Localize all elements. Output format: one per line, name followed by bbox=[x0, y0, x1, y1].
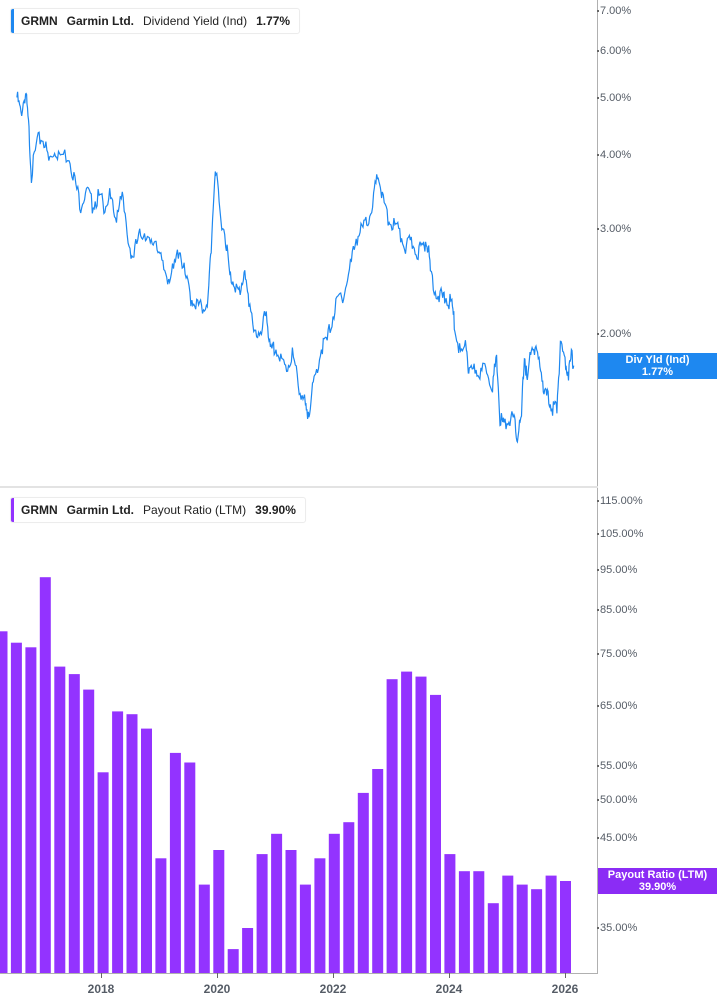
legend-ticker: GRMN bbox=[21, 14, 58, 28]
payout-tick-label: 45.00% bbox=[596, 832, 638, 844]
yield-tick-label: 6.00% bbox=[596, 45, 632, 57]
payout-tick-label: 85.00% bbox=[596, 604, 638, 616]
x-tick-label: 2020 bbox=[203, 982, 231, 996]
yield-tag-value: 1.77% bbox=[641, 366, 674, 378]
payout-tick-label: 75.00% bbox=[596, 648, 638, 660]
payout-tick-label: 35.00% bbox=[596, 922, 638, 934]
dividend-yield-line-chart bbox=[16, 91, 575, 444]
x-tick-label: 2022 bbox=[319, 982, 347, 996]
x-tick-mark bbox=[101, 973, 102, 978]
x-tick-mark bbox=[217, 973, 218, 978]
panel-divider[interactable] bbox=[0, 486, 598, 488]
payout-tick-label: 115.00% bbox=[597, 495, 643, 507]
legend-swatch-purple bbox=[11, 498, 14, 522]
yield-y-axis[interactable] bbox=[597, 0, 598, 486]
yield-tick-label: 4.00% bbox=[596, 149, 632, 161]
payout-tick-label: 105.00% bbox=[596, 528, 644, 540]
yield-tag-label: Div Yld (Ind) bbox=[625, 354, 690, 366]
payout-ratio-legend[interactable]: GRMN Garmin Ltd. Payout Ratio (LTM) 39.9… bbox=[10, 497, 306, 523]
payout-tick-label: 95.00% bbox=[596, 564, 638, 576]
x-tick-label: 2026 bbox=[551, 982, 579, 996]
payout-ratio-panel: GRMN Garmin Ltd. Payout Ratio (LTM) 39.9… bbox=[0, 488, 717, 1005]
x-tick-mark bbox=[565, 973, 566, 978]
dividend-yield-legend[interactable]: GRMN Garmin Ltd. Dividend Yield (Ind) 1.… bbox=[10, 8, 301, 34]
payout-y-axis[interactable] bbox=[597, 488, 598, 974]
dividend-yield-panel: GRMN Garmin Ltd. Dividend Yield (Ind) 1.… bbox=[0, 0, 717, 486]
legend-ticker: GRMN bbox=[21, 503, 58, 517]
x-tick-mark bbox=[449, 973, 450, 978]
x-axis[interactable] bbox=[0, 973, 598, 974]
yield-tick-label: 7.00% bbox=[596, 5, 632, 17]
payout-tag-label: Payout Ratio (LTM) bbox=[607, 869, 708, 881]
x-tick-label: 2018 bbox=[87, 982, 115, 996]
legend-company: Garmin Ltd. bbox=[66, 503, 135, 517]
payout-current-value-tag: Payout Ratio (LTM) 39.90% bbox=[598, 868, 717, 894]
x-tick-label: 2024 bbox=[435, 982, 463, 996]
x-tick-mark bbox=[333, 973, 334, 978]
legend-metric: Dividend Yield (Ind) bbox=[143, 14, 248, 28]
yield-tick-label: 2.00% bbox=[596, 328, 632, 340]
yield-tick-label: 5.00% bbox=[596, 92, 632, 104]
dividend-yield-line bbox=[16, 91, 575, 444]
payout-tick-label: 65.00% bbox=[596, 700, 638, 712]
legend-value: 1.77% bbox=[256, 14, 291, 28]
payout-tick-label: 50.00% bbox=[596, 794, 638, 806]
payout-tag-value: 39.90% bbox=[638, 881, 677, 893]
yield-current-value-tag: Div Yld (Ind) 1.77% bbox=[598, 353, 717, 379]
yield-tick-label: 3.00% bbox=[596, 223, 632, 235]
payout-tick-label: 55.00% bbox=[596, 760, 638, 772]
legend-company: Garmin Ltd. bbox=[66, 14, 135, 28]
legend-swatch-blue bbox=[11, 9, 14, 33]
legend-metric: Payout Ratio (LTM) bbox=[143, 503, 247, 517]
legend-value: 39.90% bbox=[255, 503, 296, 517]
